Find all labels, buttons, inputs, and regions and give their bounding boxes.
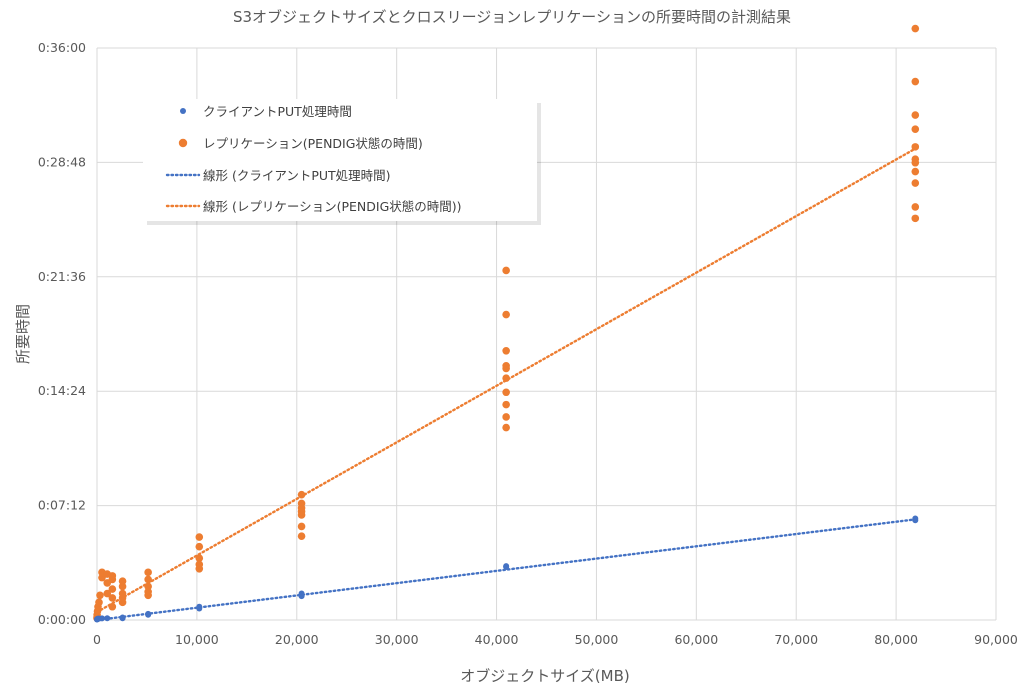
data-point — [108, 572, 117, 580]
data-point — [502, 361, 510, 370]
y-tick-label: 0:28:48 — [38, 154, 86, 169]
x-tick-label: 40,000 — [475, 632, 519, 647]
data-point — [118, 589, 127, 598]
legend-label: 線形 (クライアントPUT処理時間) — [203, 168, 391, 183]
data-point — [144, 587, 152, 596]
x-tick-label: 30,000 — [375, 632, 419, 647]
data-point — [912, 515, 919, 522]
data-point — [108, 594, 117, 602]
data-point — [297, 522, 306, 531]
data-point — [298, 593, 305, 600]
data-point — [144, 575, 152, 584]
data-point — [119, 615, 126, 622]
data-point — [195, 554, 204, 563]
data-point — [118, 582, 127, 591]
data-point — [297, 499, 306, 508]
data-points — [93, 24, 920, 623]
y-tick-label: 0:21:36 — [38, 269, 86, 284]
legend-label: クライアントPUT処理時間 — [203, 104, 352, 119]
x-tick-label: 0 — [93, 632, 101, 647]
data-point — [911, 125, 920, 134]
data-point — [502, 400, 510, 409]
data-point — [195, 560, 204, 569]
data-point — [145, 611, 152, 618]
x-tick-label: 50,000 — [575, 632, 619, 647]
data-point — [297, 490, 306, 499]
chart-title: S3オブジェクトサイズとクロスリージョンレプリケーションの所要時間の計測結果 — [233, 8, 791, 26]
y-axis-title: 所要時間 — [14, 304, 32, 364]
data-point — [104, 615, 111, 622]
data-point — [502, 413, 510, 421]
x-tick-label: 80,000 — [874, 632, 918, 647]
y-tick-label: 0:36:00 — [38, 40, 86, 55]
data-point — [144, 582, 152, 591]
data-point — [502, 423, 510, 432]
x-axis-ticks: 0 10,000 20,000 30,000 40,000 50,000 60,000 70,… — [93, 632, 1018, 647]
x-tick-label: 60,000 — [674, 632, 718, 647]
data-point — [195, 533, 204, 541]
x-tick-label: 20,000 — [275, 632, 319, 647]
x-tick-label: 70,000 — [774, 632, 818, 647]
data-point — [118, 577, 127, 585]
y-tick-label: 0:00:00 — [38, 612, 86, 627]
data-point — [502, 266, 510, 275]
data-point — [911, 24, 920, 33]
y-tick-label: 0:14:24 — [38, 383, 86, 398]
data-point — [502, 310, 510, 319]
legend-marker — [180, 108, 186, 114]
x-tick-label: 90,000 — [974, 632, 1018, 647]
data-point — [297, 532, 306, 540]
y-tick-label: 0:07:12 — [38, 498, 86, 513]
data-point — [911, 143, 920, 151]
y-axis-ticks: 0:00:00 0:07:12 0:14:24 0:21:36 0:28:48 0:36:… — [38, 40, 86, 627]
data-point — [196, 605, 203, 612]
data-point — [911, 214, 920, 223]
data-point — [108, 585, 117, 593]
data-point — [95, 598, 103, 607]
data-point — [911, 179, 920, 187]
data-point — [195, 542, 204, 551]
legend-marker — [178, 138, 188, 148]
data-point — [98, 615, 105, 622]
data-point — [911, 203, 920, 211]
data-point — [144, 568, 152, 577]
data-point — [502, 346, 510, 355]
data-point — [103, 589, 112, 598]
data-point — [911, 111, 920, 119]
legend-label: 線形 (レプリケーション(PENDIG状態の時間)) — [203, 199, 462, 214]
data-point — [502, 388, 510, 397]
x-axis-title: オブジェクトサイズ(MB) — [460, 667, 630, 685]
data-point — [911, 167, 920, 176]
data-point — [911, 155, 920, 164]
data-point — [96, 591, 104, 600]
data-point — [503, 563, 510, 570]
data-point — [911, 77, 920, 86]
legend-box — [143, 99, 537, 221]
data-point — [108, 602, 117, 611]
data-point — [502, 374, 510, 382]
x-tick-label: 10,000 — [175, 632, 219, 647]
trendline — [95, 518, 917, 622]
legend-label: レプリケーション(PENDIG状態の時間) — [203, 136, 423, 151]
